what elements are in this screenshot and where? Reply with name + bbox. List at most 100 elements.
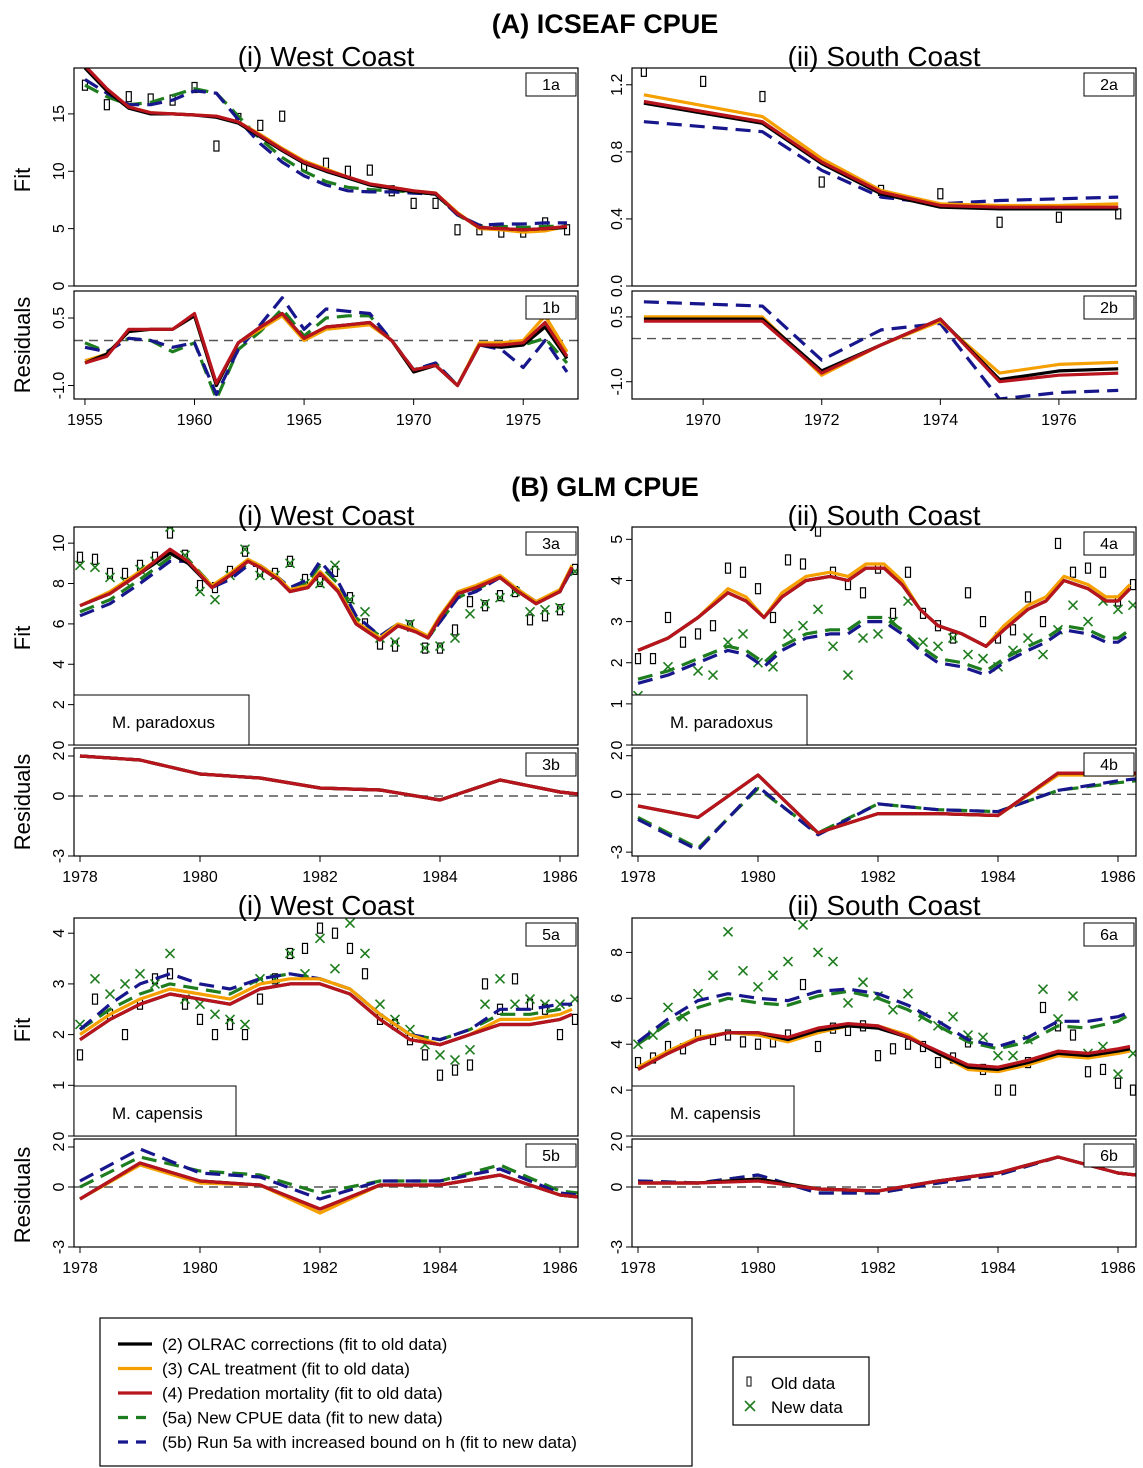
new-data-point: [569, 994, 578, 1005]
series-line-model-1: [83, 68, 568, 234]
old-data-point: [934, 1056, 942, 1069]
x-tick-label: 1984: [422, 869, 458, 886]
old-data-point: [466, 1059, 474, 1071]
panel-frame: [631, 67, 1137, 287]
new-data-point: [827, 641, 839, 652]
y-tick-label: 5: [51, 224, 68, 233]
x-tick-label: 1980: [740, 1260, 776, 1277]
old-data-point: [859, 587, 867, 599]
y-tick-label: -1.0: [609, 368, 626, 396]
new-data-point: [164, 948, 176, 959]
panel-tag-label: 2a: [1100, 77, 1118, 94]
x-tick-label: 1984: [980, 1260, 1016, 1277]
y-tick-label: 15: [51, 105, 68, 123]
y-tick-label: -3: [609, 845, 626, 859]
points-legend-box: [732, 1356, 870, 1426]
x-tick-label: 1982: [302, 869, 338, 886]
legend-new-data-marker: [744, 1400, 756, 1412]
panel-tag-box: [1083, 531, 1135, 556]
x-tick-label: 1972: [804, 412, 840, 429]
y-tick-label: 0.8: [609, 141, 626, 163]
new-data-point: [329, 963, 341, 974]
new-data-point: [554, 999, 566, 1010]
plot-area-1b: [74, 296, 578, 399]
old-data-point: [739, 1036, 747, 1048]
old-data-point: [1129, 1084, 1136, 1096]
y-tick-label: 0.5: [609, 306, 626, 328]
panel-tag-label: 6b: [1100, 1148, 1118, 1165]
panel-frame: [631, 1138, 1137, 1248]
new-data-point: [104, 572, 116, 583]
panel-tag-label: 6a: [1100, 927, 1118, 944]
model-legend-entries: (2) OLRAC corrections (fit to old data) (…: [118, 1335, 577, 1452]
x-tick-label: 1975: [505, 412, 541, 429]
old-data-point: [754, 583, 762, 595]
section-b-title: (B) GLM CPUE: [511, 472, 698, 502]
old-data-point: [563, 224, 571, 236]
new-data-point: [692, 988, 704, 999]
new-data-point: [767, 661, 779, 672]
panel-tag-box: [1083, 295, 1135, 320]
panel-tag-label: 4b: [1100, 757, 1118, 774]
panel-tag-label: 5b: [542, 1148, 560, 1165]
new-data-point: [314, 933, 326, 944]
panel-tag-box: [525, 295, 577, 320]
old-data-point: [432, 197, 439, 209]
new-data-point: [509, 999, 521, 1010]
y-tick-label: 4: [609, 1040, 626, 1049]
new-data-point: [692, 665, 704, 677]
resid-ylabel-row3: Residuals: [10, 1147, 35, 1244]
old-data-point: [279, 110, 286, 122]
new-data-point: [947, 632, 959, 644]
old-data-point: [241, 1029, 249, 1041]
x-tick-label: 1980: [182, 869, 218, 886]
plot-area-3b: [74, 754, 578, 802]
old-data-point: [257, 119, 264, 131]
old-data-point: [454, 224, 461, 236]
y-tick-label: 0.5: [51, 307, 68, 329]
new-data-point: [1037, 984, 1049, 995]
plot-area-3a: [74, 527, 578, 654]
x-tick-label: 1978: [62, 1260, 98, 1277]
old-data-point: [361, 968, 369, 980]
panel-5b: -3 0 2 1978 1980 1982 1984 1986 5b: [51, 1138, 579, 1277]
old-data-point: [556, 1029, 564, 1041]
old-data-point: [76, 551, 84, 563]
new-data-point: [479, 598, 491, 609]
x-tick-label: 1960: [177, 412, 213, 429]
new-data-point: [164, 527, 176, 533]
new-data-point: [389, 636, 401, 648]
series-line-model-4: [643, 300, 1119, 399]
x-tick-label: 1955: [67, 412, 103, 429]
new-data-point: [419, 643, 431, 654]
resid-ylabel-row2: Residuals: [10, 754, 35, 851]
old-data-point: [799, 978, 807, 991]
x-tick-label: 1970: [685, 412, 721, 429]
y-tick-label: 0: [609, 790, 626, 799]
panel-1a: 0 5 10 15 1a: [51, 67, 579, 290]
series-line-model-4: [637, 777, 1136, 852]
series-line-model-2: [637, 771, 1136, 835]
old-data-point: [700, 75, 707, 88]
old-data-point: [366, 164, 373, 176]
new-data-point: [449, 1054, 461, 1066]
old-data-point: [634, 653, 642, 665]
old-data-point: [526, 614, 534, 626]
legend-label-model-4: (5b) Run 5a with increased bound on h (f…: [162, 1433, 577, 1452]
y-tick-label: -3: [51, 1240, 68, 1254]
section-a-title: (A) ICSEAF CPUE: [492, 9, 719, 39]
resid-ylabel-row1: Residuals: [10, 297, 35, 394]
panel-frame: [73, 1138, 579, 1248]
y-tick-label: -3: [609, 1240, 626, 1254]
new-data-point: [1022, 632, 1034, 644]
old-data-point: [769, 611, 777, 624]
new-data-point: [737, 965, 749, 976]
new-data-point: [707, 670, 719, 681]
old-data-point: [874, 1050, 882, 1062]
old-data-point: [1009, 624, 1017, 636]
old-data-point: [125, 91, 132, 103]
y-tick-label: 5: [609, 535, 626, 544]
new-data-point: [707, 970, 719, 981]
new-data-point: [329, 560, 341, 571]
new-data-point: [344, 918, 356, 929]
